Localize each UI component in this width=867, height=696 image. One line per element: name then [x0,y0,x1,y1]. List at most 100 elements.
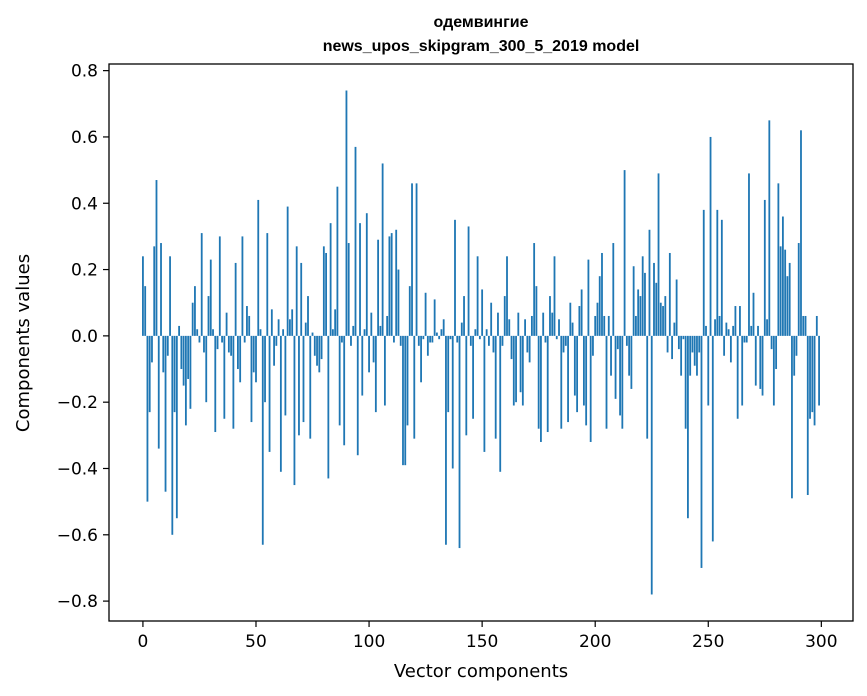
bar [732,325,735,336]
bar [736,335,739,419]
bar [664,296,667,336]
bar [320,335,323,360]
bar [512,335,515,406]
bar [194,286,196,336]
bar [639,296,642,336]
bar [544,335,547,343]
bar [243,335,246,343]
bar [673,322,676,336]
bar [580,289,583,336]
bar [795,335,798,356]
bar [653,262,655,336]
bar [662,306,664,336]
bar [490,302,493,336]
bar [189,335,192,409]
bar [815,315,818,336]
bar [318,335,321,373]
bar [750,325,753,336]
bar [723,335,726,356]
bar [343,335,346,446]
bar [184,335,187,426]
bar [619,335,621,416]
bar [578,306,581,336]
bar [680,335,683,376]
bar [451,335,454,469]
bar [338,335,341,426]
bar [417,335,420,346]
bar [388,236,391,336]
x-tick-label: 150 [466,632,498,652]
bar [255,335,257,383]
bar [180,335,183,370]
bar [327,335,330,479]
bar [395,229,398,336]
bar [456,335,459,343]
bar [510,335,513,360]
bar [748,173,750,336]
bar [519,335,522,393]
bar [813,335,816,426]
bar [413,335,416,439]
bar [535,286,538,336]
bar [476,256,479,336]
bar [540,335,542,442]
bar [506,256,508,336]
bar [542,312,545,336]
y-tick-label: −0.2 [57,393,98,413]
bar [757,325,759,336]
bar [302,335,305,423]
bar [379,325,382,336]
bar [689,335,692,376]
bar [786,276,789,336]
bar [793,335,796,376]
bar [282,329,285,336]
bar [779,246,782,336]
bar [223,335,226,419]
y-tick-label: 0.8 [71,62,98,82]
bar [153,246,156,336]
bar [528,335,531,363]
bar [537,335,540,429]
bar [781,216,784,336]
bar [759,335,762,389]
bar [488,335,490,346]
bar [406,335,409,426]
y-tick-label: 0.4 [71,194,98,214]
bar [641,256,644,336]
bar [275,335,278,346]
bar [368,335,370,373]
bar [383,335,386,406]
bar [164,335,167,492]
bar [558,319,560,336]
bar [788,262,791,336]
bar [628,335,631,376]
bar [467,226,470,336]
bar [345,90,348,336]
bar [485,329,488,336]
bar [587,259,590,336]
bar [404,335,407,466]
bar [533,243,536,336]
bar [440,329,443,336]
bar [806,335,809,496]
bar [397,269,400,336]
bar [264,335,266,403]
bar [411,183,413,336]
bar [157,335,160,449]
bar [612,243,615,336]
bar [702,209,705,336]
bar [252,335,255,373]
bar [449,335,452,340]
bar [325,252,327,336]
bar [515,335,517,403]
bar [698,335,701,353]
bar [596,302,599,336]
bar [442,319,445,336]
bar [530,315,533,336]
bar [560,335,563,429]
bar [187,335,190,379]
bar [458,335,461,549]
bar [300,262,303,336]
y-tick-label: 0.6 [71,128,98,148]
